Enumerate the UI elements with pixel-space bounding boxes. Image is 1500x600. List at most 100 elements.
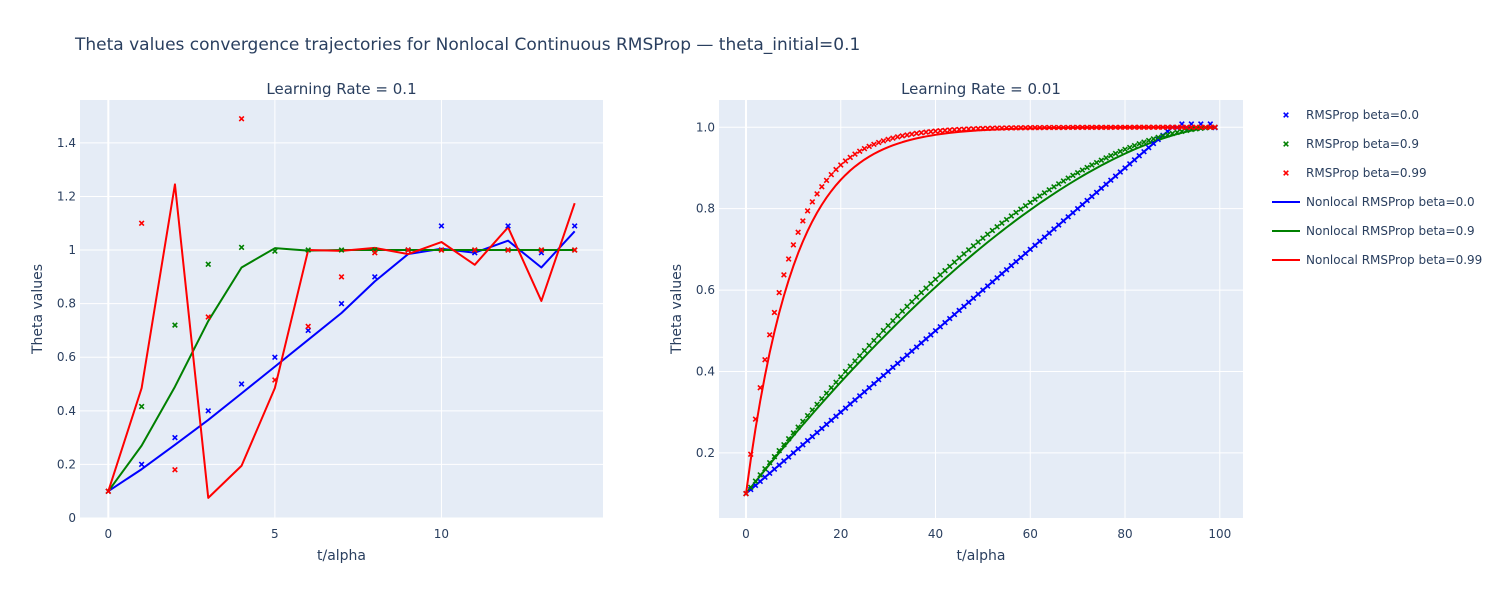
data-point <box>1103 181 1109 188</box>
data-point <box>1008 125 1015 131</box>
y-tick-label: 0 <box>68 511 76 525</box>
data-point <box>1022 202 1029 209</box>
data-point <box>781 271 787 278</box>
legend-marker <box>1283 112 1289 118</box>
data-point <box>1160 124 1166 131</box>
data-point <box>771 309 778 316</box>
data-point <box>984 283 991 289</box>
data-point <box>828 171 835 178</box>
data-point <box>205 407 212 414</box>
data-point <box>861 388 868 395</box>
data-point <box>1027 199 1034 206</box>
data-point <box>1145 137 1152 144</box>
data-point <box>918 340 925 346</box>
data-point <box>856 148 863 155</box>
data-point <box>757 478 764 485</box>
data-point <box>1155 134 1162 141</box>
data-point <box>804 208 811 214</box>
data-point <box>894 134 901 140</box>
x-tick-label: 0 <box>104 527 112 541</box>
data-point <box>771 453 778 460</box>
data-point <box>1202 124 1209 131</box>
data-point <box>814 401 820 408</box>
data-point <box>937 323 944 330</box>
data-point <box>899 133 906 139</box>
legend-marker <box>1283 170 1289 176</box>
data-point <box>904 352 910 359</box>
legend-label: Nonlocal RMSProp beta=0.0 <box>1306 195 1475 209</box>
data-point <box>1155 124 1162 131</box>
data-point <box>795 445 801 452</box>
y-tick-label: 1.0 <box>696 120 715 134</box>
legend-item: RMSProp beta=0.9 <box>1283 137 1419 151</box>
data-point <box>795 424 801 430</box>
data-point <box>1117 148 1124 155</box>
legend-item: Nonlocal RMSProp beta=0.0 <box>1272 195 1475 209</box>
data-point <box>538 247 545 253</box>
data-point <box>942 127 948 134</box>
data-point <box>980 235 986 241</box>
y-tick-label: 0.6 <box>57 350 76 364</box>
data-point <box>1084 164 1090 171</box>
data-point <box>852 397 858 403</box>
data-point <box>837 409 844 416</box>
data-point <box>847 363 854 370</box>
y-axis-title: Theta values <box>30 264 46 355</box>
data-point <box>1103 124 1109 131</box>
data-point <box>1098 157 1105 164</box>
data-point <box>338 273 345 280</box>
subplot-lr-0.1: 0 0.2 0.4 0.6 0.8 1 1.2 1.4 0 5 10 Learning Rate = … <box>30 80 603 564</box>
data-point <box>1084 124 1090 131</box>
data-point <box>1126 161 1133 167</box>
data-point <box>975 125 982 132</box>
data-point <box>1013 209 1019 216</box>
data-point <box>980 125 986 132</box>
data-point <box>1055 180 1062 187</box>
data-point <box>885 322 892 329</box>
x-tick-label: 0 <box>742 527 750 541</box>
data-point <box>238 115 245 122</box>
data-point <box>1169 130 1176 137</box>
data-point <box>890 317 896 324</box>
data-point <box>899 356 906 363</box>
legend-item: Nonlocal RMSProp beta=0.99 <box>1272 253 1482 267</box>
data-point <box>885 368 892 375</box>
data-point <box>1136 152 1143 159</box>
data-point <box>205 314 212 320</box>
legend-item: RMSProp beta=0.0 <box>1283 108 1419 122</box>
data-point <box>762 465 768 472</box>
data-point <box>961 251 967 257</box>
data-point <box>1212 124 1218 131</box>
data-point <box>1017 254 1024 261</box>
data-point <box>804 412 811 419</box>
data-point <box>809 433 816 440</box>
data-point <box>505 247 511 253</box>
data-point <box>1013 258 1019 265</box>
data-point <box>814 191 820 197</box>
data-point <box>1055 124 1062 131</box>
data-point <box>799 418 806 425</box>
data-point <box>305 323 312 330</box>
data-point <box>994 223 1000 230</box>
data-point <box>927 128 934 135</box>
data-point <box>942 267 948 274</box>
data-point <box>852 151 858 157</box>
data-point <box>1060 218 1067 224</box>
data-point <box>833 379 839 386</box>
data-point <box>861 145 868 152</box>
data-point <box>989 125 996 132</box>
data-point <box>828 384 835 391</box>
data-point <box>1160 133 1166 139</box>
data-point <box>1136 124 1143 131</box>
data-point <box>1207 124 1214 131</box>
x-axis-title: t/alpha <box>317 548 366 564</box>
data-point <box>932 276 939 283</box>
data-point <box>1032 196 1038 203</box>
data-point <box>927 331 934 338</box>
data-point <box>776 289 783 296</box>
data-point <box>138 220 145 227</box>
data-point <box>781 441 787 448</box>
data-point <box>1131 124 1138 131</box>
data-point <box>875 376 882 383</box>
data-point <box>1126 124 1133 131</box>
